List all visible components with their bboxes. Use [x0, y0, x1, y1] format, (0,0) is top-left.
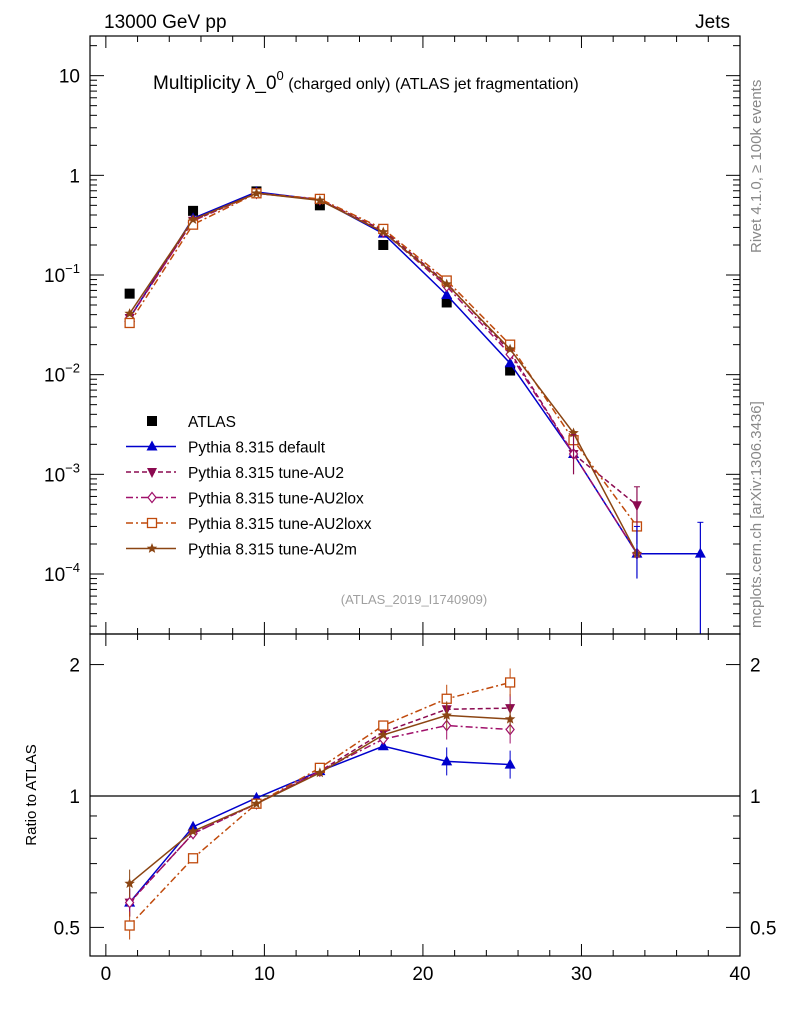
x-tick-label: 0	[101, 964, 112, 985]
mcplots-label: mcplots.cern.ch [arXiv:1306.3436]	[748, 401, 765, 628]
y-tick-label: 10	[59, 67, 80, 88]
data-point	[568, 427, 579, 438]
header-right: Jets	[695, 12, 730, 33]
legend-marker	[147, 416, 157, 426]
legend-entry: Pythia 8.315 default	[126, 440, 326, 457]
ratio-point	[124, 896, 135, 909]
data-point	[505, 365, 516, 376]
x-tick-label: 10	[254, 964, 275, 985]
data-point	[124, 317, 135, 329]
legend-entry: Pythia 8.315 tune-AU2lox	[126, 491, 364, 508]
x-tick-label: 30	[571, 964, 592, 985]
legend-label: Pythia 8.315 tune-AU2	[188, 465, 344, 482]
ratio-point	[187, 820, 199, 831]
ratio-point	[187, 825, 199, 836]
analysis-watermark: (ATLAS_2019_I1740909)	[341, 592, 487, 607]
legend-label: Pythia 8.315 default	[188, 440, 326, 457]
series-5	[124, 187, 643, 559]
data-point	[378, 226, 389, 237]
data-point	[251, 187, 262, 198]
legend-marker	[147, 491, 157, 504]
chart-title-sup: 0	[277, 68, 284, 83]
y-tick-label: 1	[69, 166, 80, 187]
ratio-point	[504, 677, 516, 688]
x-tick-label: 40	[729, 964, 750, 985]
legend-label: Pythia 8.315 tune-AU2m	[188, 542, 357, 559]
legend-entry: Pythia 8.315 tune-AU2m	[126, 542, 357, 559]
data-point	[124, 288, 135, 299]
ratio-series-1	[124, 694, 516, 917]
y-tick-label-right: 0.5	[750, 918, 776, 939]
ratio-line	[129, 724, 511, 904]
ratio-line	[129, 707, 511, 904]
ratio-ylabel: Ratio to ATLAS	[23, 744, 40, 845]
rivet-label: Rivet 4.1.0, ≥ 100k events	[748, 80, 765, 253]
header-left: 13000 GeV pp	[104, 12, 227, 33]
chart-title-main: Multiplicity λ_0	[153, 73, 277, 94]
legend-label: ATLAS	[188, 414, 236, 431]
data-point	[441, 297, 452, 308]
y-tick-label: 2	[69, 656, 80, 677]
main-plot: 10 1 10−1 10−2 10−3 10−4	[44, 35, 741, 635]
ratio-series-4	[124, 701, 516, 898]
ratio-point	[124, 878, 135, 888]
ratio-series-2	[124, 711, 515, 917]
ratio-plot: 0 10 20 30 40 0.5 0.5 1 1 2 2	[54, 633, 776, 985]
data-point	[314, 194, 326, 205]
y-tick-label: 10−1	[44, 261, 80, 287]
y-tick-label: 1	[69, 787, 80, 808]
ratio-point	[124, 920, 135, 931]
data-point	[187, 214, 199, 224]
x-tick-label: 20	[412, 964, 433, 985]
y-tick-label: 10−4	[44, 560, 80, 586]
legend-marker	[146, 440, 158, 451]
y-tick-label-right: 2	[750, 656, 761, 677]
ratio-point	[251, 798, 262, 809]
ratio-point	[441, 755, 453, 766]
y-tick-label: 10−2	[44, 361, 80, 387]
legend-entry: ATLAS	[147, 414, 236, 431]
data-point	[188, 205, 199, 216]
series-line	[128, 191, 701, 555]
ratio-point	[441, 709, 452, 720]
legend-marker	[146, 543, 158, 553]
ratio-point	[378, 729, 389, 740]
legend-marker	[147, 468, 157, 478]
legend-entry: Pythia 8.315 tune-AU2	[126, 465, 344, 482]
legend-label: Pythia 8.315 tune-AU2loxx	[188, 516, 372, 533]
ratio-line	[129, 714, 511, 885]
ratio-frame	[89, 633, 741, 957]
legend-label: Pythia 8.315 tune-AU2lox	[188, 491, 364, 508]
ratio-point	[504, 758, 516, 769]
chart-title-rest: (charged only) (ATLAS jet fragmentation)	[284, 76, 579, 93]
ratio-point	[187, 853, 199, 864]
ratio-point	[377, 740, 389, 751]
legend-entry: Pythia 8.315 tune-AU2loxx	[126, 516, 372, 533]
ratio-point	[504, 713, 516, 724]
data-point	[504, 357, 516, 368]
ratio-line	[129, 681, 511, 927]
data-point	[504, 343, 516, 354]
data-point	[124, 308, 135, 318]
data-point	[378, 239, 389, 250]
data-point	[441, 278, 452, 289]
ratio-point	[378, 720, 389, 731]
data-point	[441, 288, 453, 299]
y-tick-label-right: 1	[750, 787, 761, 808]
legend-marker	[146, 517, 158, 529]
chart-title: Multiplicity λ_00 (charged only) (ATLAS …	[153, 68, 579, 94]
series-0	[124, 186, 516, 376]
legend: ATLAS Pythia 8.315 default Pythia 8.315 tu…	[126, 414, 372, 559]
y-tick-label: 0.5	[54, 918, 80, 939]
y-tick-label: 10−3	[44, 460, 80, 486]
ratio-point	[314, 767, 326, 778]
